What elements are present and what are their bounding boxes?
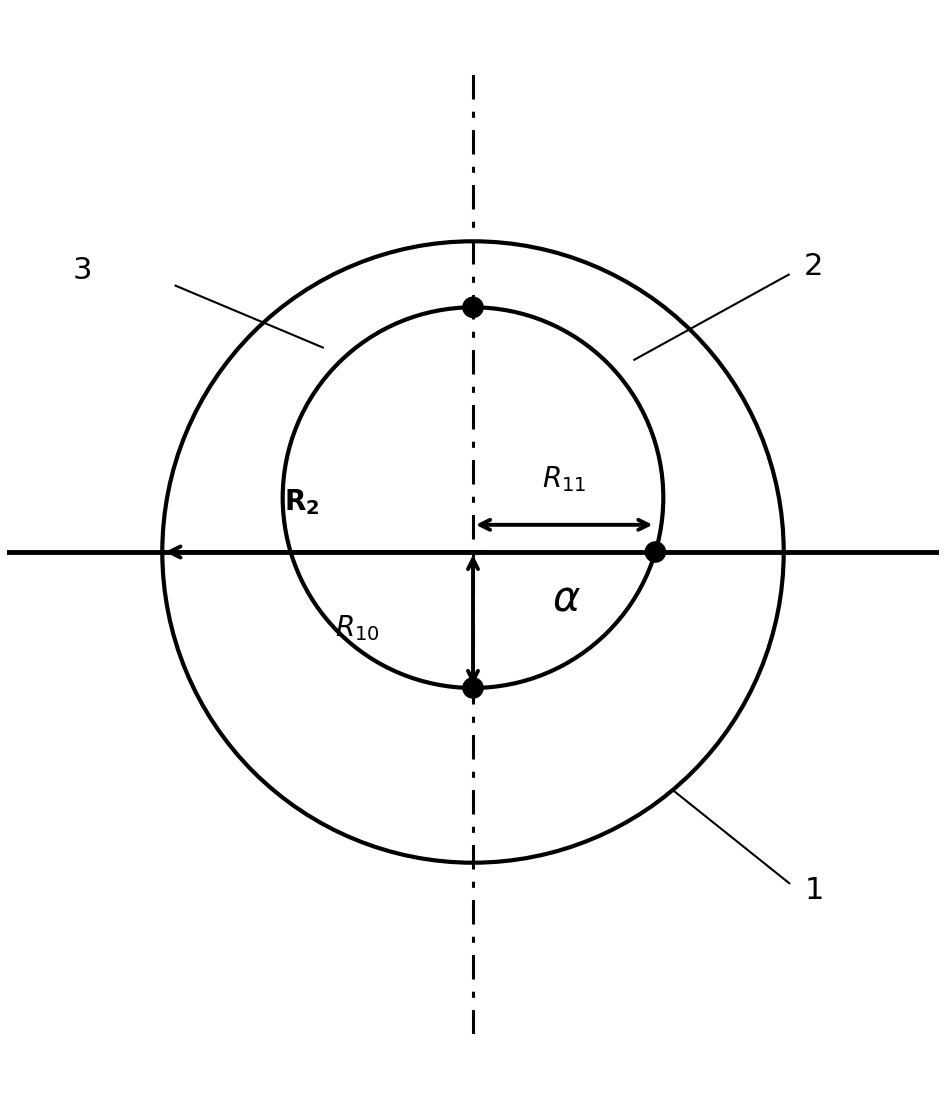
Text: $\alpha$: $\alpha$ <box>552 577 581 619</box>
Circle shape <box>463 297 483 318</box>
Text: 1: 1 <box>805 877 824 905</box>
Circle shape <box>645 542 665 562</box>
Text: $\mathbf{R_2}$: $\mathbf{R_2}$ <box>285 487 320 517</box>
Circle shape <box>463 678 483 698</box>
Text: 3: 3 <box>73 256 92 285</box>
Text: $R_{10}$: $R_{10}$ <box>335 613 379 643</box>
Text: 2: 2 <box>804 253 824 282</box>
Text: $R_{11}$: $R_{11}$ <box>542 464 587 493</box>
